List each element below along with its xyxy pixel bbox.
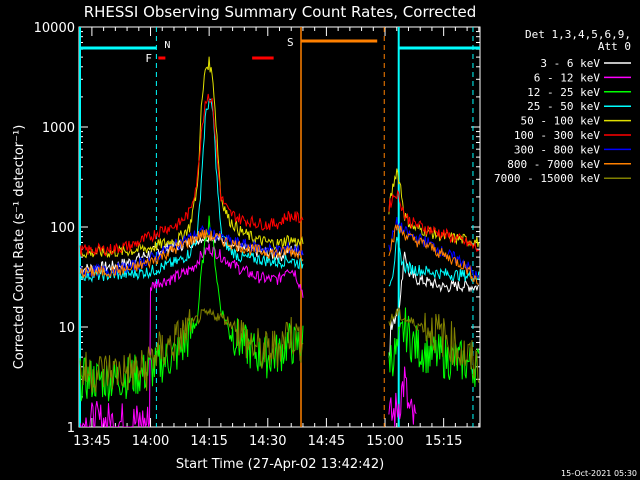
y-tick-label: 10000 (34, 21, 75, 36)
y-tick-label: 1 (67, 421, 75, 436)
x-tick-label: 14:15 (190, 434, 227, 449)
legend-label: 3 - 6 keV (540, 57, 600, 70)
legend-header: Det 1,3,4,5,6,9, (525, 28, 631, 41)
footer-date: 15-Oct-2021 05:30 (561, 469, 637, 478)
series-group (79, 93, 480, 257)
series-line-8 (79, 308, 304, 393)
series-line-1 (79, 243, 304, 427)
series-group (79, 307, 480, 393)
legend-label: 300 - 800 keV (514, 143, 600, 156)
chart-title: RHESSI Observing Summary Count Rates, Co… (84, 3, 477, 21)
flare-label: F (145, 52, 152, 65)
x-tick-label: 13:45 (73, 434, 110, 449)
series-line-8 (388, 307, 480, 383)
series-group (79, 224, 479, 285)
legend-label: 800 - 7000 keV (507, 158, 600, 171)
attenuator-label: S (287, 36, 294, 49)
x-tick-label: 14:00 (132, 434, 169, 449)
legend-label: 100 - 300 keV (514, 129, 600, 142)
legend-label: 7000 - 15000 keV (494, 172, 600, 185)
legend-label: 25 - 50 keV (527, 100, 600, 113)
series-line-4 (79, 56, 304, 259)
plot-area: 1 10 100 1000 10000 13:45 14:00 14:15 14:30 14:45… (34, 21, 481, 449)
series-line-3 (79, 98, 304, 284)
series-line-7 (388, 224, 479, 285)
series-line-3 (388, 236, 480, 287)
series-line-1 (388, 366, 417, 427)
legend-label: 12 - 25 keV (527, 86, 600, 99)
y-tick-label: 1000 (42, 121, 75, 136)
legend-label: 50 - 100 keV (521, 115, 601, 128)
series-line-5 (79, 93, 304, 257)
series-line-5 (388, 190, 480, 253)
x-tick-label: 14:45 (308, 434, 345, 449)
y-axis-label: Corrected Count Rate (s⁻¹ detector⁻¹) (12, 125, 27, 370)
x-tick-label: 14:30 (249, 434, 286, 449)
series-group (79, 98, 480, 287)
series-line-7 (79, 229, 304, 279)
y-tick-label: 10 (58, 321, 75, 336)
x-tick-label: 15:00 (366, 434, 403, 449)
series-line-0 (388, 251, 480, 358)
saa-label: N (164, 40, 170, 51)
legend-header: Att 0 (598, 40, 631, 53)
x-axis-label: Start Time (27-Apr-02 13:42:42) (176, 457, 384, 472)
y-tick-label: 100 (50, 221, 75, 236)
legend-label: 6 - 12 keV (534, 71, 601, 84)
series-group (79, 243, 417, 427)
x-tick-label: 15:15 (425, 434, 462, 449)
